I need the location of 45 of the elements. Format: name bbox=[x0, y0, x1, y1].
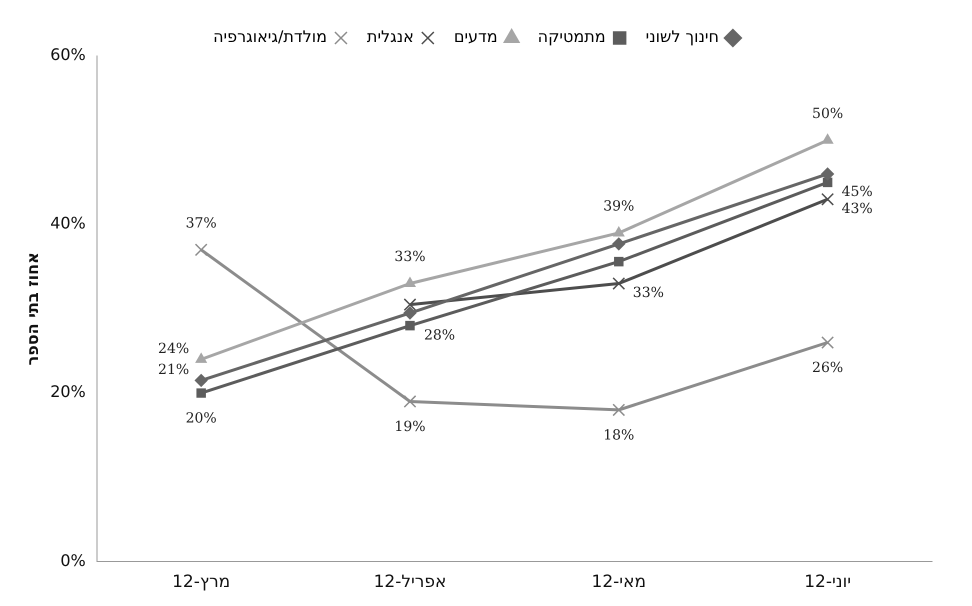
data-label: 43% bbox=[842, 200, 873, 217]
data-label: 33% bbox=[632, 285, 664, 302]
x-tick-label: יוני-12 bbox=[804, 572, 852, 592]
data-label: 33% bbox=[394, 249, 426, 266]
point bbox=[405, 320, 415, 330]
data-label: 45% bbox=[842, 184, 873, 200]
point bbox=[822, 134, 834, 144]
point bbox=[821, 336, 834, 349]
point bbox=[612, 237, 626, 250]
point bbox=[821, 167, 834, 180]
data-label: 39% bbox=[603, 198, 634, 215]
y-tick-label: 60% bbox=[50, 45, 86, 64]
legend-label: אנגלית bbox=[366, 27, 414, 46]
point bbox=[612, 277, 626, 290]
point bbox=[613, 226, 624, 236]
point bbox=[403, 306, 416, 320]
point bbox=[404, 395, 416, 408]
data-label: 28% bbox=[424, 327, 456, 344]
legend-label: מתמטיקה bbox=[538, 27, 606, 46]
legend-label: מולדת/גיאוגרפיה bbox=[213, 27, 327, 46]
data-label: 21% bbox=[158, 362, 190, 378]
y-tick-label: 40% bbox=[50, 214, 86, 233]
data-label: 19% bbox=[394, 419, 426, 436]
data-label: 24% bbox=[158, 341, 190, 357]
point bbox=[821, 192, 834, 206]
point bbox=[612, 404, 626, 416]
point bbox=[404, 298, 416, 311]
data-label: 37% bbox=[186, 215, 217, 232]
legend-label: חינוך לשוני bbox=[646, 27, 719, 46]
x-tick-label: אפריל-12 bbox=[374, 572, 446, 592]
y-tick-label: 0% bbox=[60, 550, 86, 570]
data-label: 26% bbox=[812, 360, 844, 376]
point bbox=[196, 388, 206, 398]
data-label: 18% bbox=[603, 428, 634, 444]
x-tick-label: מאי-12 bbox=[592, 572, 646, 592]
point bbox=[194, 243, 208, 256]
point bbox=[614, 256, 624, 266]
data-label: 20% bbox=[186, 410, 217, 427]
x-tick-label: מרץ-12 bbox=[172, 572, 230, 592]
data-label: 50% bbox=[812, 106, 844, 122]
legend-label: מדעים bbox=[454, 27, 498, 46]
point bbox=[404, 277, 416, 288]
y-axis-title: אחוז בתי הספר bbox=[22, 252, 42, 366]
point bbox=[194, 374, 208, 387]
y-tick-label: 20% bbox=[50, 382, 86, 402]
